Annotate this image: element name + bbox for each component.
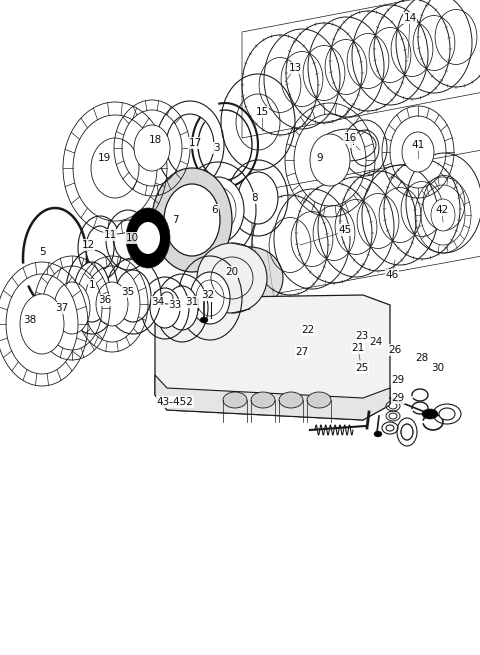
Text: 6: 6: [212, 205, 218, 215]
Ellipse shape: [96, 282, 128, 326]
Text: 35: 35: [121, 287, 134, 297]
Ellipse shape: [279, 392, 303, 408]
Ellipse shape: [152, 168, 232, 272]
Ellipse shape: [150, 288, 180, 328]
Polygon shape: [155, 292, 390, 420]
Text: 3: 3: [213, 143, 219, 153]
Text: 20: 20: [226, 267, 239, 277]
Text: 46: 46: [385, 270, 398, 280]
Ellipse shape: [74, 262, 110, 322]
Ellipse shape: [223, 392, 247, 408]
Ellipse shape: [86, 226, 114, 270]
Text: 18: 18: [148, 135, 162, 145]
Ellipse shape: [351, 130, 379, 166]
Ellipse shape: [126, 208, 170, 268]
Ellipse shape: [217, 247, 283, 309]
Text: 43-452: 43-452: [156, 397, 193, 407]
Ellipse shape: [54, 282, 90, 334]
Text: 7: 7: [172, 215, 178, 225]
Ellipse shape: [200, 317, 208, 323]
Text: 36: 36: [98, 295, 112, 305]
Ellipse shape: [389, 403, 397, 409]
Text: 31: 31: [185, 297, 199, 307]
Text: 45: 45: [338, 225, 352, 235]
Ellipse shape: [190, 272, 230, 324]
Text: 29: 29: [391, 375, 405, 385]
Ellipse shape: [164, 184, 220, 256]
Ellipse shape: [134, 125, 170, 171]
Ellipse shape: [238, 172, 278, 224]
Text: 30: 30: [432, 363, 444, 373]
Text: 13: 13: [288, 63, 301, 73]
Text: 17: 17: [188, 138, 202, 148]
Ellipse shape: [374, 431, 382, 437]
Text: 34: 34: [151, 297, 165, 307]
Text: 10: 10: [125, 233, 139, 243]
Text: 21: 21: [351, 343, 365, 353]
Ellipse shape: [401, 424, 413, 440]
Text: 33: 33: [168, 300, 181, 310]
Text: 22: 22: [301, 325, 314, 335]
Text: 37: 37: [55, 303, 69, 313]
Text: 42: 42: [435, 205, 449, 215]
Text: 26: 26: [388, 345, 402, 355]
Text: 25: 25: [355, 363, 369, 373]
Ellipse shape: [422, 409, 438, 419]
Ellipse shape: [20, 294, 64, 354]
Text: 12: 12: [82, 240, 95, 250]
Polygon shape: [155, 375, 390, 420]
Ellipse shape: [386, 425, 394, 431]
Text: 41: 41: [411, 140, 425, 150]
Ellipse shape: [166, 114, 214, 176]
Ellipse shape: [91, 138, 139, 198]
Text: 1: 1: [89, 280, 96, 290]
Ellipse shape: [389, 413, 397, 419]
Ellipse shape: [431, 199, 455, 231]
Ellipse shape: [114, 220, 142, 260]
Text: 19: 19: [97, 153, 110, 163]
Text: 8: 8: [252, 193, 258, 203]
Ellipse shape: [197, 243, 267, 313]
Text: 5: 5: [39, 247, 45, 257]
Text: 28: 28: [415, 353, 429, 363]
Ellipse shape: [307, 392, 331, 408]
Text: 23: 23: [355, 331, 369, 341]
Text: 16: 16: [343, 133, 357, 143]
Text: 14: 14: [403, 13, 417, 23]
Ellipse shape: [115, 270, 151, 322]
Ellipse shape: [251, 392, 275, 408]
Ellipse shape: [310, 134, 350, 186]
Text: 32: 32: [202, 290, 215, 300]
Text: 24: 24: [370, 337, 383, 347]
Text: 38: 38: [24, 315, 36, 325]
Text: 4: 4: [348, 137, 355, 147]
Ellipse shape: [136, 222, 160, 254]
Ellipse shape: [402, 132, 434, 172]
Text: 11: 11: [103, 230, 117, 240]
Text: 29: 29: [391, 393, 405, 403]
Text: 9: 9: [317, 153, 324, 163]
Ellipse shape: [192, 177, 244, 243]
Text: 15: 15: [255, 107, 269, 117]
Ellipse shape: [439, 408, 455, 420]
Ellipse shape: [166, 286, 198, 330]
Text: 27: 27: [295, 347, 309, 357]
